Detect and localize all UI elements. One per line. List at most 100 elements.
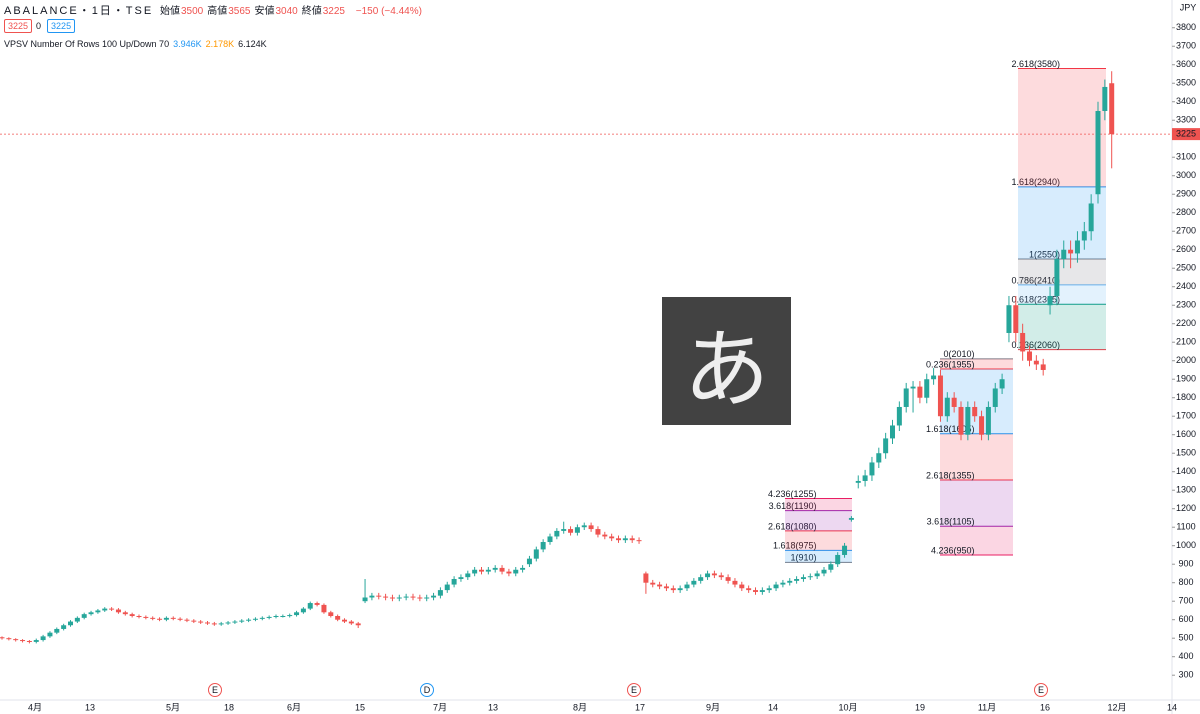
candle-body [972,406,978,417]
ind-up: 3.946K [173,39,202,49]
y-tick-label: 3400 [1176,96,1196,106]
y-tick-label: 2000 [1176,355,1196,365]
candle-body [355,623,361,626]
x-tick-label: 18 [224,702,234,712]
candle-body [1054,258,1060,296]
candle-body [115,609,121,613]
fib-band [785,530,852,551]
y-tick-label: 1400 [1176,466,1196,476]
candle-body [102,608,108,611]
candle-body [999,379,1005,389]
candle-body [68,621,73,626]
y-tick-label: 1600 [1176,429,1196,439]
candle-body [335,616,341,620]
last-price-label: 3225 [1176,128,1196,138]
candle-body [1027,351,1032,361]
fib-label: 4.236(1255) [768,489,817,499]
y-tick-label: 1000 [1176,540,1196,550]
candle-body [342,619,347,622]
y-tick-label: 1300 [1176,485,1196,495]
candle-body [294,612,300,616]
candle-body [211,623,217,625]
y-tick-label: 2500 [1176,263,1196,273]
candle-body [246,619,252,621]
candle-body [88,612,94,615]
indicator: VPSV Number Of Rows 100 Up/Down 70 3.946K… [4,39,271,49]
candle-body [1013,305,1019,333]
y-tick-label: 2100 [1176,337,1196,347]
ohlc-label: 終値 [301,6,322,17]
candle-body [766,588,772,591]
candle-body [252,618,258,620]
candle-body [1081,231,1087,241]
fib-band [785,498,852,511]
fib-band [785,510,852,531]
event-marker [1034,683,1048,697]
ohlc-label: 高値 [207,6,228,17]
candle-body [417,597,423,599]
candle-body [232,621,238,623]
y-tick-label: 2900 [1176,189,1196,199]
candle-body [821,569,827,574]
candle-body [547,536,553,543]
fib-label: 2.618(1355) [926,470,975,480]
candle-body [705,573,711,578]
fib-band [785,550,852,563]
y-tick-label: 3700 [1176,41,1196,51]
candle-body [739,584,745,589]
candle-body [307,603,313,609]
candle-body [205,622,210,624]
candle-body [951,397,957,407]
candle-body [657,584,663,587]
indicator-name: VPSV Number Of Rows 100 Up/Down 70 [4,39,170,49]
candle-body [807,576,813,578]
candle-body [122,612,128,615]
candle-body [1068,249,1074,254]
x-tick-label: 14 [768,702,778,712]
fib-band [940,526,1013,555]
candle-body [1020,332,1026,352]
candle-body [643,573,649,583]
candle-body [835,554,841,565]
candle-body [424,597,430,599]
ask[interactable]: 3225 [47,19,76,33]
currency: JPY [1180,2,1197,12]
candle-body [458,577,464,580]
candle-body [136,616,142,618]
y-tick-label: 2400 [1176,281,1196,291]
candle-body [616,538,621,541]
candle-body [937,375,943,417]
fib-label: 0.236(2060) [1011,340,1060,350]
candle-body [526,558,532,565]
candle-body [931,375,937,380]
x-tick-label: 8月 [573,702,587,712]
y-tick-label: 400 [1178,651,1193,661]
bid[interactable]: 3225 [4,19,33,33]
price-boxes: 3225 0 3225 [4,19,79,33]
x-tick-label: 15 [355,702,365,712]
fib-label: 0.786(2410) [1011,275,1060,285]
candle-body [568,529,574,533]
candle-body [150,617,156,619]
candle-body [513,569,519,574]
candle-body [910,386,916,389]
legend-row: ABALANCE・1日・TSE 始値3500 高値3565 安値3040 終値3225… [4,2,426,18]
spread: 0 [36,21,42,31]
event-label: E [212,685,218,695]
candle-body [239,620,245,622]
candle-body [485,569,491,572]
candle-body [287,615,293,617]
candle-body [389,597,395,599]
ind-down: 2.178K [205,39,235,49]
y-tick-label: 2800 [1176,207,1196,217]
candle-body [61,625,67,629]
candle-body [787,580,793,583]
fib-label: 0.618(2305) [1011,295,1060,305]
candle-body [1047,295,1053,306]
ohlc-value: 3565 [228,6,251,17]
fib-label: 1(910) [790,553,816,563]
candle-body [444,584,450,591]
ime-indicator: あ [662,297,791,425]
candle-body [876,453,882,463]
